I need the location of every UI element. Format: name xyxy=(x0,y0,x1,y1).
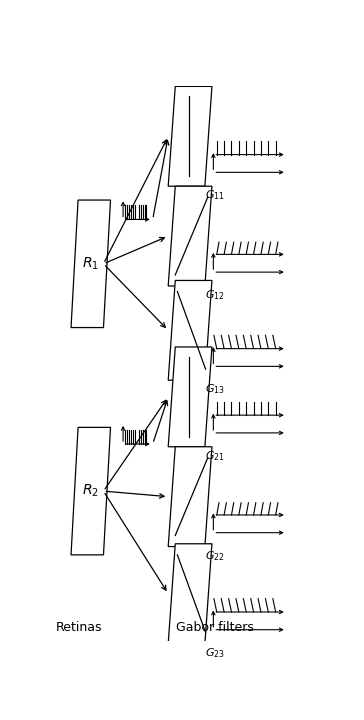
Text: $G_{22}$: $G_{22}$ xyxy=(205,549,225,562)
Polygon shape xyxy=(168,280,212,380)
Text: Retinas: Retinas xyxy=(56,621,103,634)
Polygon shape xyxy=(168,544,212,644)
Text: $G_{13}$: $G_{13}$ xyxy=(205,382,225,396)
Polygon shape xyxy=(168,186,212,286)
Text: $G_{12}$: $G_{12}$ xyxy=(205,288,225,302)
Text: Gabor filters: Gabor filters xyxy=(176,621,254,634)
Text: $G_{11}$: $G_{11}$ xyxy=(205,189,225,202)
Text: $R_2$: $R_2$ xyxy=(82,483,99,499)
Polygon shape xyxy=(168,347,212,446)
Polygon shape xyxy=(168,86,212,186)
Polygon shape xyxy=(71,200,111,328)
Text: $G_{23}$: $G_{23}$ xyxy=(205,646,225,660)
Text: $G_{21}$: $G_{21}$ xyxy=(205,449,225,463)
Polygon shape xyxy=(71,428,111,555)
Text: $R_1$: $R_1$ xyxy=(82,256,99,272)
Polygon shape xyxy=(168,446,212,546)
